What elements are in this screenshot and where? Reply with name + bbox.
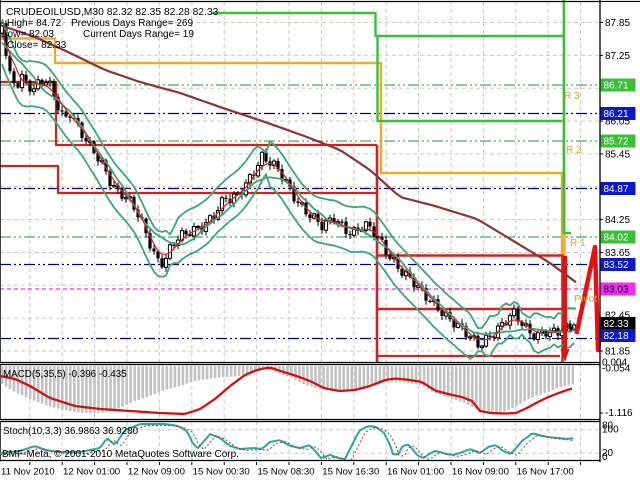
svg-text:85.72: 85.72: [604, 137, 629, 148]
svg-text:15 Nov 00:30: 15 Nov 00:30: [193, 467, 250, 478]
svg-text:87.25: 87.25: [605, 51, 630, 62]
svg-text:CRUDEOILUSD,M30 82.32 82.35 8: CRUDEOILUSD,M30 82.32 82.35 82.28 82.33: [6, 7, 219, 18]
svg-text:Stoch(10,3,3) 36.9863 36.9280: Stoch(10,3,3) 36.9863 36.9280: [3, 426, 139, 437]
svg-text:15 Nov 08:30: 15 Nov 08:30: [257, 467, 314, 478]
svg-text:100: 100: [602, 425, 619, 436]
svg-text:Close= 82.33: Close= 82.33: [7, 40, 67, 51]
svg-text:16 Nov 01:00: 16 Nov 01:00: [387, 467, 444, 478]
svg-text:84.25: 84.25: [605, 215, 630, 226]
svg-text:87.85: 87.85: [605, 18, 630, 29]
svg-text:82.45: 82.45: [605, 311, 630, 322]
svg-text:81.85: 81.85: [605, 347, 630, 358]
svg-text:83.03: 83.03: [604, 285, 629, 296]
svg-text:15 Nov 16:30: 15 Nov 16:30: [322, 467, 379, 478]
svg-text:12 Nov 09:00: 12 Nov 09:00: [128, 467, 185, 478]
svg-text:16 Nov 17:00: 16 Nov 17:00: [517, 467, 574, 478]
svg-text:R 1: R 1: [570, 238, 586, 249]
svg-text:83.52: 83.52: [604, 260, 629, 271]
svg-text:12 Nov 01:00: 12 Nov 01:00: [63, 467, 120, 478]
svg-text:-0.054: -0.054: [602, 364, 631, 375]
svg-text:MACD(5,35,5) -0.396 -0.435: MACD(5,35,5) -0.396 -0.435: [3, 369, 127, 380]
svg-text:11 Nov 2010: 11 Nov 2010: [1, 467, 55, 478]
svg-text:84.87: 84.87: [604, 184, 629, 195]
svg-text:83.65: 83.65: [605, 248, 630, 259]
svg-text:20: 20: [602, 448, 614, 459]
svg-text:82.33: 82.33: [604, 319, 629, 330]
svg-text:High= 84.72: High= 84.72: [7, 18, 62, 29]
svg-text:Pivot: Pivot: [574, 293, 597, 305]
svg-text:R 3: R 3: [564, 91, 580, 102]
svg-text:16 Nov 09:00: 16 Nov 09:00: [452, 467, 509, 478]
svg-text:0: 0: [602, 452, 608, 463]
svg-text:86.21: 86.21: [604, 109, 629, 120]
svg-text:82.18: 82.18: [604, 331, 629, 342]
svg-text:86.05: 86.05: [605, 117, 630, 128]
svg-text:-1.116: -1.116: [605, 408, 633, 419]
svg-text:0.004: 0.004: [602, 358, 627, 369]
svg-text:85.45: 85.45: [605, 149, 630, 160]
svg-text:R 2: R 2: [566, 145, 582, 156]
svg-text:BMF-Meta, © 2001-2010 MetaQuot: BMF-Meta, © 2001-2010 MetaQuotes Softwar…: [2, 449, 239, 460]
svg-text:84.02: 84.02: [604, 233, 629, 244]
svg-text:Current Days Range= 19: Current Days Range= 19: [83, 29, 194, 40]
svg-text:Low= 82.03: Low= 82.03: [2, 29, 54, 40]
svg-text:Previous Days Range= 269: Previous Days Range= 269: [71, 18, 193, 29]
svg-text:80: 80: [602, 421, 614, 432]
svg-text:86.71: 86.71: [604, 81, 629, 92]
